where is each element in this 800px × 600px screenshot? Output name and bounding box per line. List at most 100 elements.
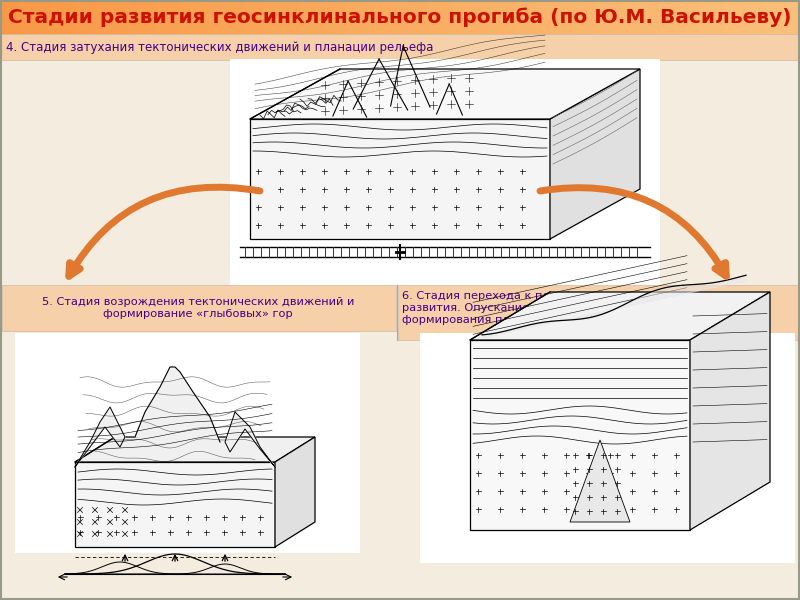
- Bar: [710, 0, 712, 34]
- Bar: [178, 0, 182, 34]
- Bar: [314, 0, 318, 34]
- Bar: [278, 0, 280, 34]
- Bar: [618, 0, 622, 34]
- Bar: [58, 0, 62, 34]
- Bar: [246, 0, 248, 34]
- Bar: [754, 0, 758, 34]
- Bar: [774, 0, 776, 34]
- Polygon shape: [250, 119, 550, 239]
- Bar: [760, 0, 762, 34]
- Bar: [216, 0, 218, 34]
- Bar: [736, 0, 738, 34]
- Bar: [168, 0, 170, 34]
- Bar: [400, 0, 402, 34]
- Bar: [142, 0, 144, 34]
- Bar: [182, 0, 184, 34]
- Bar: [282, 0, 286, 34]
- Bar: [606, 0, 608, 34]
- Bar: [662, 0, 664, 34]
- Bar: [166, 0, 168, 34]
- Bar: [448, 0, 450, 34]
- Bar: [80, 0, 82, 34]
- Bar: [578, 0, 582, 34]
- Bar: [664, 0, 666, 34]
- Bar: [518, 0, 520, 34]
- Bar: [472, 0, 474, 34]
- Bar: [464, 0, 466, 34]
- Bar: [392, 0, 394, 34]
- Bar: [752, 0, 754, 34]
- Bar: [208, 0, 210, 34]
- Bar: [624, 0, 626, 34]
- Bar: [54, 0, 56, 34]
- Bar: [632, 0, 634, 34]
- Bar: [454, 0, 456, 34]
- Bar: [334, 0, 336, 34]
- Bar: [432, 0, 434, 34]
- Bar: [338, 0, 342, 34]
- Bar: [88, 0, 90, 34]
- Bar: [26, 0, 30, 34]
- Bar: [706, 0, 710, 34]
- Bar: [270, 0, 272, 34]
- Bar: [744, 0, 746, 34]
- Bar: [232, 0, 234, 34]
- Bar: [738, 0, 742, 34]
- Bar: [482, 0, 486, 34]
- Bar: [72, 0, 74, 34]
- Polygon shape: [275, 437, 315, 547]
- Bar: [758, 0, 760, 34]
- Bar: [42, 0, 46, 34]
- Polygon shape: [690, 292, 770, 530]
- Bar: [238, 0, 240, 34]
- Bar: [504, 0, 506, 34]
- Bar: [390, 0, 392, 34]
- Bar: [128, 0, 130, 34]
- Bar: [646, 0, 648, 34]
- Bar: [224, 0, 226, 34]
- Bar: [594, 0, 598, 34]
- Bar: [446, 0, 448, 34]
- Bar: [730, 0, 734, 34]
- Bar: [592, 0, 594, 34]
- Bar: [614, 0, 616, 34]
- Bar: [626, 0, 630, 34]
- Bar: [470, 0, 472, 34]
- Bar: [786, 0, 790, 34]
- Bar: [206, 0, 208, 34]
- Bar: [506, 0, 510, 34]
- Bar: [174, 0, 176, 34]
- Bar: [720, 0, 722, 34]
- Bar: [74, 0, 78, 34]
- Bar: [526, 0, 528, 34]
- Bar: [288, 0, 290, 34]
- Bar: [790, 0, 792, 34]
- Bar: [264, 0, 266, 34]
- Bar: [450, 0, 454, 34]
- Bar: [680, 0, 682, 34]
- Bar: [582, 0, 584, 34]
- Bar: [226, 0, 230, 34]
- Bar: [726, 0, 728, 34]
- Bar: [162, 0, 166, 34]
- Bar: [602, 0, 606, 34]
- Bar: [274, 0, 278, 34]
- Bar: [410, 0, 414, 34]
- Bar: [586, 0, 590, 34]
- Polygon shape: [75, 437, 315, 462]
- Bar: [120, 0, 122, 34]
- Bar: [560, 0, 562, 34]
- Bar: [438, 0, 440, 34]
- Bar: [38, 0, 40, 34]
- Bar: [304, 0, 306, 34]
- Bar: [534, 0, 536, 34]
- Bar: [0, 34, 800, 60]
- Bar: [590, 0, 592, 34]
- Bar: [530, 0, 534, 34]
- Bar: [256, 0, 258, 34]
- Bar: [378, 0, 382, 34]
- Bar: [240, 0, 242, 34]
- Bar: [696, 0, 698, 34]
- Bar: [6, 0, 8, 34]
- Bar: [376, 0, 378, 34]
